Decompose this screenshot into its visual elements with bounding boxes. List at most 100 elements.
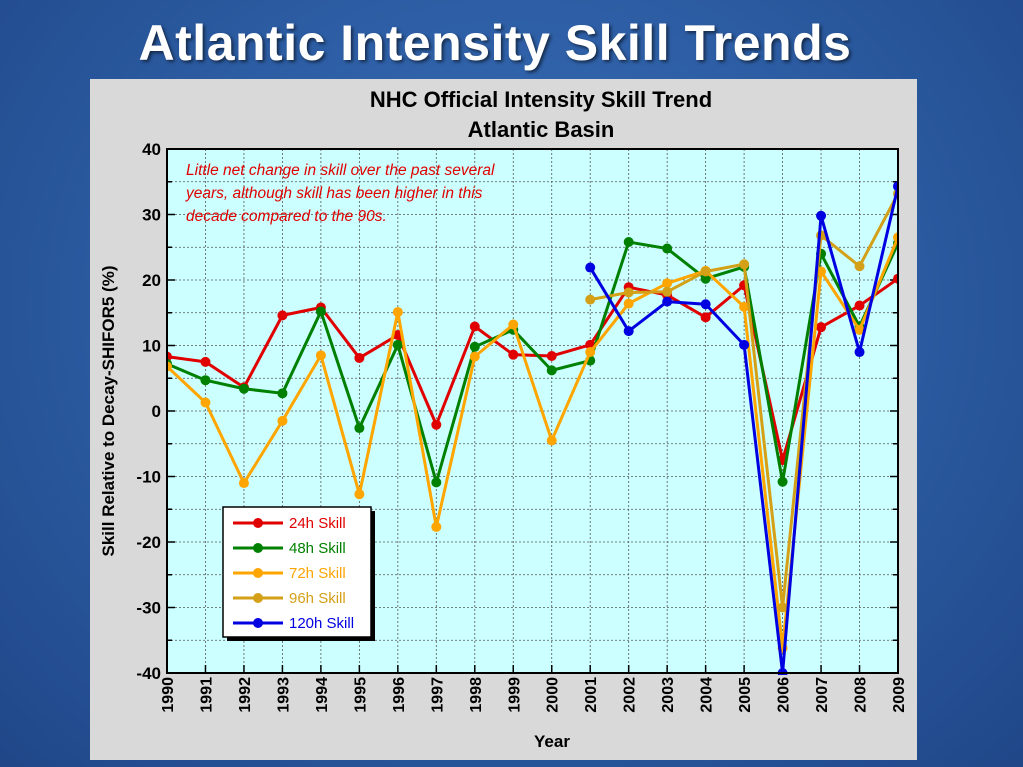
data-point — [431, 521, 442, 532]
data-point — [200, 356, 211, 367]
data-point — [277, 415, 288, 426]
x-tick-label: 2004 — [699, 677, 716, 713]
x-tick-label: 2008 — [853, 677, 870, 713]
data-point — [392, 339, 403, 350]
x-tick-label: 2003 — [660, 677, 677, 713]
slide-title: Atlantic Intensity Skill Trends — [138, 15, 852, 71]
legend-item-96h-skill: 96h Skill — [233, 590, 346, 607]
data-point — [431, 419, 442, 430]
y-tick-label: 0 — [152, 402, 161, 421]
x-tick-label: 1994 — [314, 677, 331, 713]
chart-svg: NHC Official Intensity Skill Trend Atlan… — [99, 87, 908, 751]
y-tick-label: 40 — [142, 140, 161, 159]
y-tick-label: -20 — [136, 533, 161, 552]
x-tick-label: 1990 — [160, 677, 177, 713]
legend-swatch-marker — [253, 543, 263, 553]
legend-label: 96h Skill — [289, 590, 346, 607]
legend-swatch-marker — [253, 618, 263, 628]
series-line — [167, 240, 898, 484]
data-point — [238, 383, 249, 394]
series-layer — [167, 181, 898, 675]
data-point — [238, 478, 249, 489]
x-axis-label: Year — [534, 732, 570, 751]
data-point — [354, 489, 365, 500]
data-point — [777, 476, 788, 487]
data-point — [700, 312, 711, 323]
x-tick-label: 2005 — [737, 677, 754, 713]
data-point — [585, 347, 596, 358]
data-point — [623, 287, 634, 298]
data-point — [893, 181, 898, 192]
data-point — [700, 273, 711, 284]
legend-item-120h-skill: 120h Skill — [233, 615, 354, 632]
legend-item-24h-skill: 24h Skill — [233, 515, 346, 532]
x-tick-label: 2009 — [891, 677, 908, 713]
x-tick-label: 2000 — [545, 677, 562, 713]
x-tick-label: 1993 — [275, 677, 292, 713]
chart-figure: NHC Official Intensity Skill Trend Atlan… — [90, 79, 917, 760]
legend-label: 120h Skill — [289, 615, 354, 632]
data-point — [546, 350, 557, 361]
data-point — [315, 306, 326, 317]
data-point — [662, 278, 673, 289]
data-point — [700, 299, 711, 310]
x-tick-label: 2006 — [776, 677, 793, 713]
plot-frame — [166, 148, 899, 674]
legend-item-72h-skill: 72h Skill — [233, 565, 346, 582]
legend-label: 48h Skill — [289, 540, 346, 557]
data-point — [546, 365, 557, 376]
data-point — [739, 259, 750, 270]
y-tick-label: 10 — [142, 337, 161, 356]
x-tick-labels: 1990 1991 1992 1993 1994 1995 1996 1997 1998 1999… — [160, 677, 908, 713]
legend-label: 24h Skill — [289, 515, 346, 532]
x-tick-label: 1997 — [429, 677, 446, 713]
data-point — [662, 296, 673, 307]
data-point — [277, 310, 288, 321]
data-point — [854, 261, 865, 272]
y-tick-label: 20 — [142, 271, 161, 290]
grid-lines — [167, 149, 898, 673]
data-point — [816, 210, 827, 221]
y-tick-label: -30 — [136, 599, 161, 618]
data-point — [700, 266, 711, 277]
legend-swatch-marker — [253, 593, 263, 603]
data-point — [315, 350, 326, 361]
chart-subtitle: Atlantic Basin — [468, 117, 615, 142]
chart-title: NHC Official Intensity Skill Trend — [370, 87, 712, 112]
data-point — [623, 298, 634, 309]
data-point — [739, 301, 750, 312]
data-point — [777, 602, 788, 613]
data-point — [354, 352, 365, 363]
chart-annotation: Little net change in skill over the past… — [185, 162, 495, 225]
data-point — [623, 237, 634, 248]
y-tick-labels: 40 30 20 10 0 -10 -20 -30 -40 — [136, 140, 161, 683]
data-point — [854, 300, 865, 311]
legend-item-48h-skill: 48h Skill — [233, 540, 346, 557]
data-point — [431, 477, 442, 488]
data-point — [392, 307, 403, 318]
data-point — [508, 319, 519, 330]
data-point — [893, 232, 898, 243]
y-tick-label: -10 — [136, 468, 161, 487]
data-point — [854, 324, 865, 335]
data-point — [546, 435, 557, 446]
x-tick-label: 1992 — [237, 677, 254, 713]
y-tick-label: 30 — [142, 206, 161, 225]
data-point — [585, 294, 596, 305]
x-tick-label: 1996 — [391, 677, 408, 713]
x-tick-label: 2002 — [622, 677, 639, 713]
series-line — [167, 236, 898, 650]
data-point — [739, 339, 750, 350]
data-point — [277, 388, 288, 399]
x-tick-label: 1998 — [468, 677, 485, 713]
data-point — [662, 243, 673, 254]
data-point — [585, 262, 596, 273]
data-point — [508, 349, 519, 360]
x-tick-label: 1991 — [198, 677, 215, 713]
data-point — [816, 322, 827, 333]
data-point — [200, 375, 211, 386]
data-point — [893, 273, 898, 284]
x-tick-label: 2007 — [814, 677, 831, 713]
x-tick-label: 1999 — [506, 677, 523, 713]
y-tick-label: -40 — [136, 664, 161, 683]
